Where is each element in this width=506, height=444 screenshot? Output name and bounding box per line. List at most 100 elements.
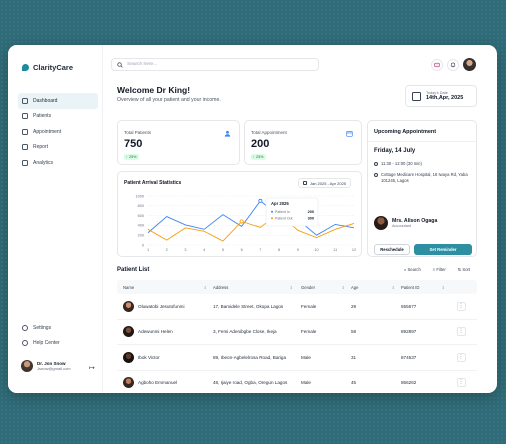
column-header-name[interactable]: Name ⇕ bbox=[117, 285, 213, 290]
calendar-icon bbox=[22, 128, 28, 135]
search-button[interactable]: ⌕ Search bbox=[404, 267, 421, 272]
data-point bbox=[239, 219, 244, 224]
sidebar-item-analytics[interactable]: Analytics bbox=[18, 155, 98, 171]
user-name: Dr. Jon Snow bbox=[37, 361, 66, 366]
column-header-address[interactable]: Address ⇕ bbox=[213, 285, 301, 290]
x-tick-label: 1 bbox=[147, 248, 149, 252]
document-icon bbox=[22, 144, 28, 151]
more-options-icon[interactable]: ⋮ bbox=[456, 327, 466, 337]
avatar bbox=[123, 326, 134, 338]
clock-icon bbox=[374, 161, 378, 166]
avatar bbox=[123, 300, 134, 312]
date-range-button[interactable]: Jan 2025 - Apr 2025 bbox=[298, 178, 352, 188]
more-options-icon[interactable]: ⋮ bbox=[456, 301, 466, 311]
search-icon bbox=[117, 61, 123, 68]
message-icon[interactable] bbox=[431, 58, 443, 71]
today-label: Today's Date bbox=[426, 91, 448, 95]
column-label: Gender bbox=[301, 284, 315, 290]
status-badge: ↑ 25% bbox=[251, 154, 266, 160]
action-label: Search bbox=[407, 267, 421, 272]
appointment-time-row: 11:30 - 12:00 (30 min) bbox=[374, 161, 474, 167]
action-label: Filter bbox=[436, 267, 446, 272]
more-options-icon[interactable]: ⋮ bbox=[456, 352, 466, 362]
sidebar-item-patients[interactable]: Patients bbox=[18, 109, 98, 125]
patient-age: 45 bbox=[351, 380, 357, 386]
appointment-date: Friday, 14 July bbox=[374, 148, 416, 154]
sort-button[interactable]: ⇅ Sort bbox=[457, 267, 471, 272]
today-value: 14th,Apr, 2025 bbox=[426, 95, 464, 101]
sort-icon: ⇕ bbox=[341, 284, 345, 290]
search-bar[interactable] bbox=[111, 58, 319, 71]
logout-icon[interactable]: ↦ bbox=[89, 365, 95, 372]
appointment-doctor: Mrs. Alison Ogaga Accountant bbox=[374, 216, 437, 230]
patient-address: 3, Femi Adenibgbe Close, Ikeja bbox=[213, 329, 277, 335]
x-tick-label: 4 bbox=[203, 248, 205, 252]
sidebar-item-label: Appointment bbox=[33, 128, 62, 135]
series-line-patient-in bbox=[147, 200, 355, 236]
filter-button[interactable]: ≡ Filter bbox=[432, 267, 446, 272]
date-range-label: Jan 2025 - Apr 2025 bbox=[310, 180, 347, 186]
sidebar-item-label: Analytics bbox=[33, 159, 54, 166]
user-email: Jsnow@gmail.com bbox=[37, 366, 71, 371]
patient-gender: Female bbox=[301, 303, 317, 309]
stat-card-patients: Total Patients 750 ↑ 25% bbox=[117, 120, 240, 165]
column-header-age[interactable]: Age ⇕ bbox=[351, 285, 401, 290]
patient-age: 31 bbox=[351, 354, 357, 360]
patient-address: 17, Bamidele Street, Okopa Lagos bbox=[213, 303, 284, 309]
action-label: Sort bbox=[462, 267, 471, 272]
avatar bbox=[123, 351, 134, 363]
sort-icon: ⇕ bbox=[203, 284, 207, 290]
sort-icon: ⇕ bbox=[289, 284, 293, 290]
y-tick-label: 800 bbox=[138, 204, 144, 208]
legend-dot bbox=[271, 217, 273, 220]
more-options-icon[interactable]: ⋮ bbox=[456, 378, 466, 388]
appointment-title: Upcoming Appointment bbox=[374, 129, 437, 135]
avatar[interactable] bbox=[463, 58, 476, 71]
user-profile[interactable]: Dr. Jon Snow Jsnow@gmail.com bbox=[21, 360, 71, 372]
patient-age: 58 bbox=[351, 329, 357, 335]
tooltip-value: 300 bbox=[308, 217, 314, 221]
chart-icon bbox=[22, 159, 28, 166]
series-line-patient-out bbox=[147, 212, 355, 242]
table-row[interactable]: Oluwatobi Jesutofunmi 17, Bamidele Stree… bbox=[117, 294, 477, 320]
legend-label: Patient Out bbox=[275, 217, 293, 221]
set-reminder-button[interactable]: Set Reminder bbox=[414, 244, 472, 255]
stat-card-appointments: Total Appointment 200 ↑ 25% bbox=[244, 120, 362, 165]
x-tick-label: 5 bbox=[222, 248, 224, 252]
table-row[interactable]: Ibok Victor 89, Ibeon-Agbelelrosa Road, … bbox=[117, 345, 477, 371]
reschedule-button[interactable]: Reschedule bbox=[374, 244, 410, 255]
logo[interactable]: ClarityCare bbox=[22, 63, 73, 72]
sort-icon: ⇕ bbox=[441, 284, 445, 290]
sidebar-item-dashboard[interactable]: Dashboard bbox=[18, 93, 98, 109]
sidebar-item-appointment[interactable]: Appointment bbox=[18, 124, 98, 140]
divider bbox=[368, 141, 476, 142]
patient-age: 29 bbox=[351, 303, 357, 309]
x-tick-label: 3 bbox=[184, 248, 186, 252]
table-row[interactable]: Adewunmi Helen 3, Femi Adenibgbe Close, … bbox=[117, 320, 477, 345]
tooltip-value: 200 bbox=[308, 210, 314, 214]
sidebar-item-label: Settings bbox=[33, 324, 52, 331]
patient-table: Name ⇕ Address ⇕ Gender ⇕ Age ⇕ Patient ID ⇕ … bbox=[117, 280, 477, 393]
page-subtitle: Overview of all your patient and your in… bbox=[117, 97, 221, 103]
sidebar-item-settings[interactable]: Settings bbox=[18, 320, 98, 336]
location-icon bbox=[374, 172, 378, 177]
sidebar-item-help-center[interactable]: Help Center bbox=[18, 336, 98, 352]
calendar-icon bbox=[346, 131, 353, 137]
y-tick-label: 600 bbox=[138, 214, 144, 218]
sidebar-item-report[interactable]: Report bbox=[18, 140, 98, 156]
column-header-gender[interactable]: Gender ⇕ bbox=[301, 285, 351, 290]
y-tick-label: 400 bbox=[138, 224, 144, 228]
search-input[interactable] bbox=[127, 62, 307, 67]
bell-icon[interactable] bbox=[447, 58, 459, 71]
appointment-card: Upcoming Appointment Friday, 14 July 11:… bbox=[367, 120, 477, 257]
sidebar-item-label: Dashboard bbox=[33, 97, 58, 104]
legend-dot bbox=[271, 210, 273, 213]
legend-label: Patient In bbox=[275, 210, 290, 214]
appointment-location-row: Cottage Medicare Hospital, 18 Iwaya Rd, … bbox=[374, 172, 474, 183]
x-tick-label: 9 bbox=[297, 248, 299, 252]
table-row[interactable]: Agboho Emmanuel 48, Ijaiye road, Ogba, O… bbox=[117, 371, 477, 394]
avatar bbox=[123, 377, 134, 389]
column-header-patient-id[interactable]: Patient ID ⇕ bbox=[401, 285, 451, 290]
users-icon bbox=[22, 113, 28, 120]
